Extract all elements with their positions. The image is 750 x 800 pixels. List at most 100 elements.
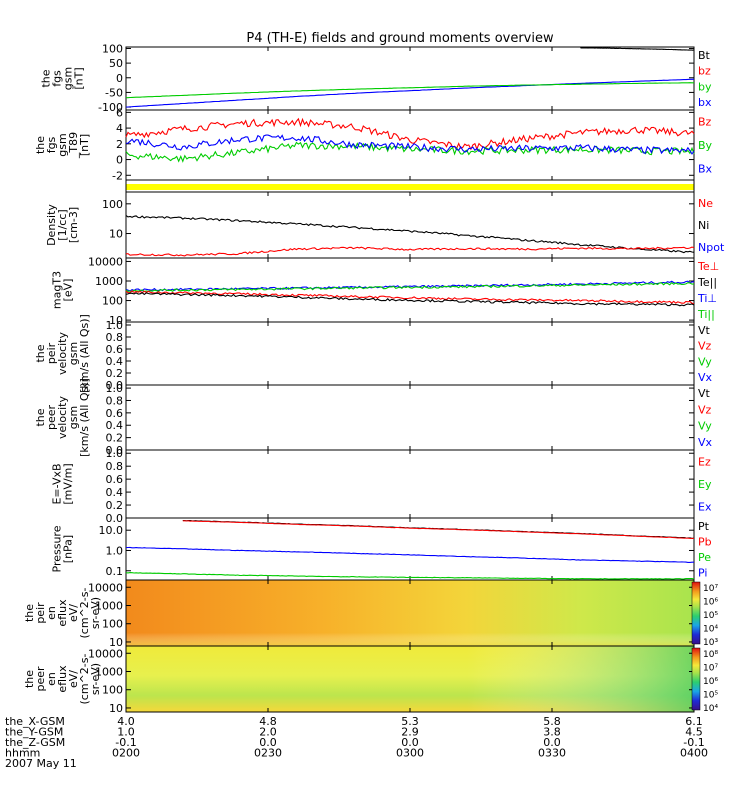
footer-value: 0.0 [259,736,277,749]
footer-value: 4.0 [117,715,135,728]
colorbar-label: 10³ [703,638,718,648]
y-axis-label: velocity [56,396,69,439]
colorbar-label: 10⁸ [703,650,718,660]
series-fgs-bx [125,78,695,108]
colorbar-label: 10⁶ [703,598,718,608]
colorbar-label: 10⁵ [703,691,718,701]
footer-value: 2.9 [401,726,419,739]
y-tick-label: 10 [109,314,123,327]
y-tick-label: 2 [116,138,123,151]
colorbar-label: 10⁴ [703,625,718,635]
y-axis-label: eV/ [67,670,80,688]
legend-te: Te⊥ [697,260,719,273]
electron-spectrogram-shade [126,646,694,712]
footer-value: 0400 [680,747,708,760]
colorbar-label: 10⁷ [703,584,718,594]
ion-spectrogram-shade [126,580,694,646]
y-tick-label: 0.2 [106,432,124,445]
legend-bx: bx [698,96,712,109]
series-temp-te [125,290,695,304]
series-press-pb [182,520,695,540]
y-axis-label: the [23,604,36,622]
colorbar [691,647,701,711]
panel-frame [125,384,695,451]
legend-ti: Ti|| [697,308,715,321]
y-axis-label: the [40,69,53,87]
y-tick-label: 0.4 [106,419,124,432]
y-tick-label: 10 [109,636,123,649]
y-axis-label: [eV] [62,279,75,302]
panel-elecspec: 10000 1000 100 10 thepeerenefluxeV/(cm^2-s-s… [23,645,718,715]
legend-vz: Vz [698,340,712,353]
footer-value: 6.1 [685,715,703,728]
series-temp-te [125,292,695,307]
colorbar-label: 10⁶ [703,677,718,687]
legend-ey: Ey [698,478,712,491]
legend-pe: Pe [698,551,711,564]
series-temp-ti [125,281,694,293]
y-tick-label: 1.0 [106,382,124,395]
legend-vx: Vx [698,436,713,449]
y-tick-label: 10 [109,702,123,715]
y-tick-label: -50 [105,86,123,99]
y-axis-label: [km/s (All Qs)] [78,378,91,457]
y-axis-label: eflux [56,665,69,693]
panel-frame [125,46,695,111]
y-axis-label: the [34,408,47,426]
ephemeris-footer: the_X-GSM 4.0 4.8 5.3 5.8 6.1 the_Y-GSM 1.0 2.0 2… [5,715,708,770]
quality-flag-bar [126,184,694,190]
legend-vy: Vy [698,420,712,433]
y-tick-label: 0.8 [106,331,124,344]
y-tick-label: 10.0 [99,524,124,537]
y-tick-label: 100 [102,295,123,308]
legend-te: Te|| [697,276,717,289]
y-axis-label: Pressure [51,525,64,572]
series-press-pe [125,572,695,580]
footer-value: 0230 [254,747,282,760]
panel-frame [125,449,695,519]
y-tick-label: 4 [116,122,123,135]
legend-vx: Vx [698,371,713,384]
panel-frame [125,191,695,259]
panel-bar [125,179,695,193]
panel-frame [125,321,695,386]
legend-vt: Vt [698,387,711,400]
y-axis-label: peer [45,405,58,431]
y-tick-label: 0.0 [106,444,124,457]
y-axis-label: [nT] [73,67,86,89]
y-tick-label: 0.2 [106,499,124,512]
legend-ti: Ti⊥ [697,292,717,305]
legend-bz: Bz [698,116,712,129]
y-tick-label: 0.6 [106,343,124,356]
y-axis-label: sr-eV) [89,663,102,695]
y-tick-label: 0.4 [106,486,124,499]
panel-dens: 100 10 Density[1/cc][cm-3] Ne Ni Npot [45,191,725,259]
legend-bt: Bt [698,49,711,62]
y-tick-label: 6 [116,106,123,119]
footer-value: 0300 [396,747,424,760]
y-tick-label: 10 [109,228,123,241]
y-tick-label: 0.6 [106,473,124,486]
y-axis-label: [1/cc] [56,209,69,240]
y-axis-label: [nPa] [62,535,75,563]
y-axis-label: en [45,606,58,620]
footer-value: 4.8 [259,715,277,728]
y-axis-label: sr-eV) [89,597,102,629]
panel-ionspec: 10000 1000 100 10 thepeirenefluxeV/(cm^2-s-s… [23,579,718,649]
y-tick-label: 0 [116,154,123,167]
y-tick-label: 1.0 [106,544,124,557]
y-axis-label: the [34,136,47,154]
y-tick-label: 100 [102,42,123,55]
footer-value: 5.3 [401,715,419,728]
footer-value: -0.1 [683,736,704,749]
legend-ex: Ex [698,501,712,514]
footer-label: the_Y-GSM [5,726,63,739]
y-axis-label: the [34,344,47,362]
y-axis-label: fgs [51,70,64,87]
series-temp-ti [125,280,695,292]
panels-layer: 100500-50-100thefgsgsm[nT]Btbzbybx6420-2… [23,42,725,714]
